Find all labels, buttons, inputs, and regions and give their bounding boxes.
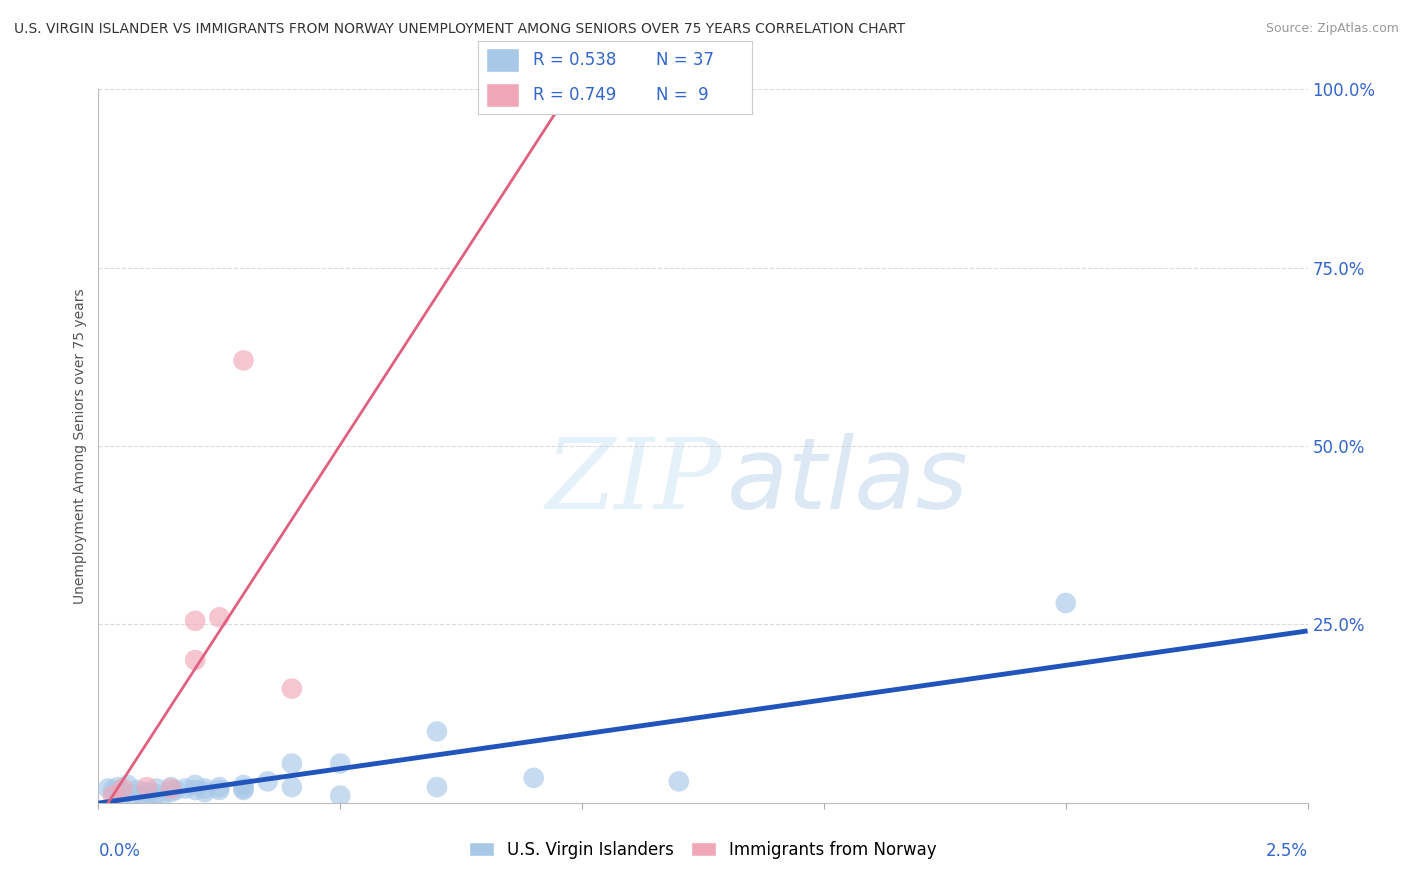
Bar xyxy=(486,84,519,107)
Point xyxy=(426,780,449,794)
Point xyxy=(281,780,304,794)
Point xyxy=(208,610,231,624)
Text: N = 37: N = 37 xyxy=(657,51,714,69)
Point xyxy=(127,783,149,797)
Point xyxy=(145,781,167,796)
Point xyxy=(111,781,134,796)
Point xyxy=(131,790,153,805)
Point xyxy=(101,789,124,803)
Point xyxy=(208,780,231,794)
Text: Source: ZipAtlas.com: Source: ZipAtlas.com xyxy=(1265,22,1399,36)
Point xyxy=(232,783,254,797)
Text: 0.0%: 0.0% xyxy=(98,842,141,860)
Point xyxy=(281,756,304,771)
Text: R = 0.538: R = 0.538 xyxy=(533,51,616,69)
Point xyxy=(281,681,304,696)
Point xyxy=(174,781,197,796)
Point xyxy=(1054,596,1077,610)
Point xyxy=(194,785,217,799)
Point xyxy=(160,785,183,799)
Point xyxy=(232,778,254,792)
Point xyxy=(329,789,352,803)
Point xyxy=(184,653,207,667)
Bar xyxy=(486,48,519,71)
Point xyxy=(145,787,167,801)
Point xyxy=(184,783,207,797)
Point xyxy=(426,724,449,739)
Text: atlas: atlas xyxy=(727,434,969,530)
Point xyxy=(232,781,254,796)
Point xyxy=(194,781,217,796)
Point xyxy=(111,785,134,799)
Point xyxy=(329,756,352,771)
Point xyxy=(165,783,187,797)
Text: ZIP: ZIP xyxy=(546,434,723,529)
Point xyxy=(256,774,278,789)
Point xyxy=(117,778,139,792)
Point xyxy=(160,781,183,796)
Text: U.S. VIRGIN ISLANDER VS IMMIGRANTS FROM NORWAY UNEMPLOYMENT AMONG SENIORS OVER 7: U.S. VIRGIN ISLANDER VS IMMIGRANTS FROM … xyxy=(14,22,905,37)
Point xyxy=(101,783,124,797)
Point xyxy=(135,792,157,806)
Point xyxy=(668,774,690,789)
Point xyxy=(208,783,231,797)
Text: R = 0.749: R = 0.749 xyxy=(533,87,616,104)
Point xyxy=(135,780,157,794)
Point xyxy=(160,780,183,794)
Y-axis label: Unemployment Among Seniors over 75 years: Unemployment Among Seniors over 75 years xyxy=(73,288,87,604)
Point xyxy=(232,353,254,368)
Point xyxy=(121,787,143,801)
Point xyxy=(111,789,134,803)
Text: N =  9: N = 9 xyxy=(657,87,709,104)
Point xyxy=(150,790,173,805)
Legend: U.S. Virgin Islanders, Immigrants from Norway: U.S. Virgin Islanders, Immigrants from N… xyxy=(470,840,936,859)
Point xyxy=(97,781,120,796)
Point xyxy=(184,778,207,792)
Point xyxy=(107,780,129,794)
Point xyxy=(184,614,207,628)
Point xyxy=(135,785,157,799)
Text: 2.5%: 2.5% xyxy=(1265,842,1308,860)
Point xyxy=(523,771,546,785)
